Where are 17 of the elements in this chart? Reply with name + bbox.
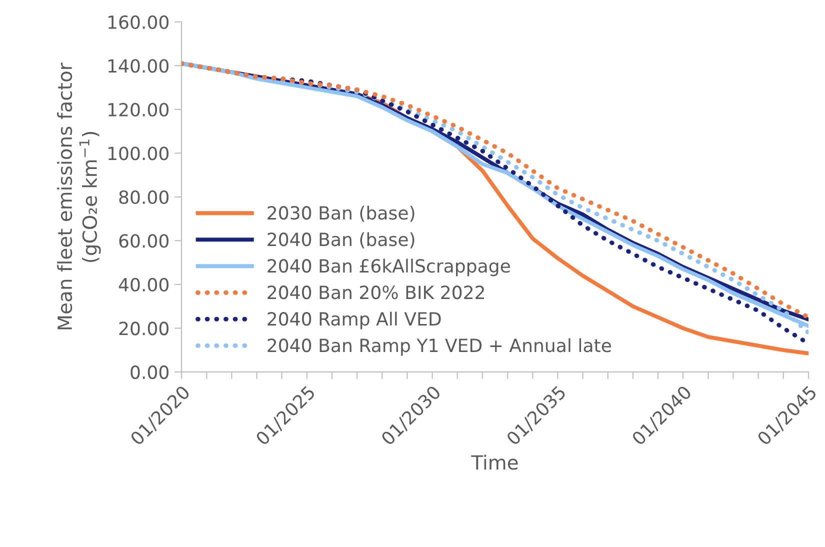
legend-label: 2040 Ban Ramp Y1 VED + Annual late [268, 338, 612, 356]
legend-label: 2030 Ban (base) [268, 206, 414, 222]
y-tick-label: 0.00 [130, 365, 168, 380]
legend-label: 2040 Ban 20% BIK 2022 [268, 286, 484, 300]
y-tick-label: 60.00 [119, 234, 168, 248]
x-axis-title: Time [471, 454, 518, 470]
y-tick-label: 100.00 [108, 146, 168, 160]
y-tick-label: 80.00 [119, 190, 168, 204]
y-tick-label: 20.00 [119, 322, 168, 336]
legend-label: 2040 Ban £6kAllScrappage [268, 258, 510, 276]
y-axis-title: Mean fleet emissions factor (gCO₂e km$^{−1}$) [57, 62, 101, 330]
y-tick-label: 160.00 [108, 15, 168, 29]
legend-label: 2040 Ramp All VED [268, 312, 441, 330]
y-tick-label: 140.00 [108, 59, 168, 73]
y-tick-label: 120.00 [108, 102, 168, 117]
y-tick-label: 40.00 [118, 278, 168, 292]
legend-label: 2040 Ban (base) [268, 232, 414, 248]
